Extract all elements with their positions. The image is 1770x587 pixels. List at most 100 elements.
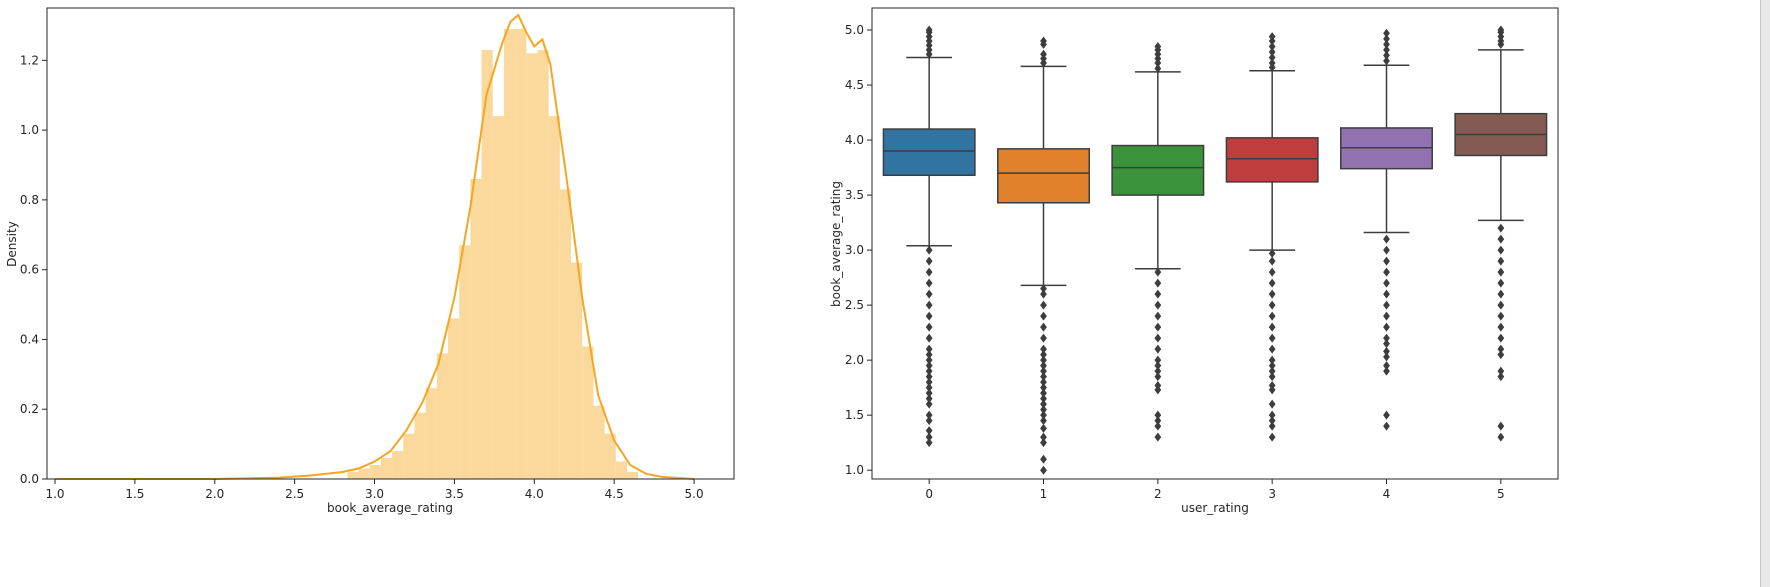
y-tick-label: 0.6 <box>20 263 39 277</box>
outlier-point <box>925 245 933 255</box>
histogram-bar <box>436 353 449 479</box>
y-tick-label: 2.0 <box>845 353 864 367</box>
outlier-point <box>1268 355 1276 365</box>
y-tick-label: 1.0 <box>845 463 864 477</box>
outlier-point <box>1497 278 1505 288</box>
outlier-point <box>1040 355 1047 365</box>
y-tick-label: 0.8 <box>20 193 39 207</box>
box-iqr <box>1111 144 1205 196</box>
outlier-point <box>1268 289 1276 299</box>
outlier-point <box>1268 58 1276 68</box>
outlier-point <box>925 416 933 426</box>
outlier-point <box>1383 346 1390 356</box>
outlier-point <box>1268 380 1276 390</box>
box-iqr <box>882 128 976 177</box>
outlier-point <box>1497 350 1505 360</box>
outlier-point <box>1268 432 1276 442</box>
outlier-point <box>925 311 933 321</box>
outlier-point <box>925 410 933 420</box>
outlier-point <box>1268 416 1276 426</box>
outlier-point <box>1268 47 1276 57</box>
outlier-point <box>1154 410 1162 420</box>
histogram-bar <box>481 49 493 479</box>
y-tick-label: 2.5 <box>845 298 864 312</box>
outlier-point <box>1497 366 1505 376</box>
outlier-point <box>925 278 933 288</box>
histogram-bar <box>459 245 471 479</box>
outlier-point <box>925 267 933 277</box>
outlier-point <box>1383 34 1390 44</box>
outlier-point <box>1383 50 1390 60</box>
outlier-point <box>1497 333 1505 343</box>
y-tick-label: 0.2 <box>20 402 39 416</box>
outlier-point <box>925 300 933 310</box>
histogram-bar <box>548 116 560 480</box>
outlier-point <box>925 361 933 371</box>
boxplot-chart: 0 1 2 3 4 5 1.0 1.5 2.0 2.5 3.0 3.5 4.0 4.5 5.0 user_… <box>829 7 1559 515</box>
outlier-point <box>1040 410 1047 420</box>
histogram-bar <box>492 116 504 480</box>
outlier-point <box>1268 399 1276 409</box>
outlier-point <box>925 25 933 35</box>
outlier-point <box>1040 361 1047 371</box>
outlier-point <box>1383 278 1390 288</box>
outlier-point <box>925 383 933 393</box>
x-tick-label: 1.5 <box>125 487 144 501</box>
y-axis-label: book_average_rating <box>829 181 843 307</box>
outlier-point <box>925 372 933 382</box>
outlier-point <box>1383 267 1390 277</box>
plot-frame <box>46 7 735 480</box>
outlier-point <box>925 355 933 365</box>
outlier-point <box>1154 366 1162 376</box>
y-tick-label: 4.5 <box>845 78 864 92</box>
outlier-point <box>1383 339 1390 349</box>
outlier-point <box>1154 355 1162 365</box>
outlier-point <box>1154 372 1162 382</box>
box-iqr <box>997 148 1090 204</box>
x-axis-ticks: 0 1 2 3 4 5 <box>925 479 1505 501</box>
outlier-point <box>1154 421 1162 431</box>
outlier-point <box>925 399 933 409</box>
histogram-bar <box>369 465 381 479</box>
x-axis-label: book_average_rating <box>327 501 453 515</box>
x-tick-label: 3 <box>1268 487 1276 501</box>
x-tick-label: 5.0 <box>685 487 704 501</box>
y-axis-ticks: 0.0 0.2 0.4 0.6 0.8 1.0 1.2 <box>20 53 47 486</box>
outlier-point <box>1383 245 1390 255</box>
outlier-point <box>1383 421 1390 431</box>
outlier-point <box>1154 380 1162 390</box>
y-tick-label: 3.0 <box>845 243 864 257</box>
outlier-point <box>1040 36 1047 46</box>
histogram-bar <box>403 433 415 479</box>
outlier-point <box>1268 366 1276 376</box>
outlier-point <box>1040 322 1047 332</box>
y-axis-label: Density <box>5 221 19 267</box>
outlier-point <box>1154 344 1162 354</box>
box-group-0 <box>882 25 976 448</box>
outlier-point <box>1268 333 1276 343</box>
outlier-point <box>1154 267 1162 277</box>
y-tick-label: 5.0 <box>845 23 864 37</box>
outlier-point <box>1383 234 1390 244</box>
outlier-point <box>1383 361 1390 371</box>
y-tick-label: 0.4 <box>20 332 39 346</box>
outlier-point <box>1040 454 1047 464</box>
outlier-point <box>1268 300 1276 310</box>
outlier-point <box>1040 300 1047 310</box>
outlier-point <box>925 344 933 354</box>
outlier-point <box>1040 416 1047 426</box>
outlier-point <box>1383 410 1390 420</box>
outlier-point <box>1268 53 1276 63</box>
y-tick-label: 1.0 <box>20 123 39 137</box>
outlier-point <box>1383 256 1390 266</box>
kde-curve <box>55 13 695 480</box>
histogram-bar <box>470 178 482 479</box>
outlier-point <box>1040 394 1047 404</box>
outlier-point <box>1154 64 1162 74</box>
x-tick-label: 5 <box>1497 487 1505 501</box>
outlier-point <box>925 366 933 376</box>
outlier-point <box>1268 248 1276 258</box>
outlier-point <box>1497 245 1505 255</box>
outlier-point <box>925 350 933 360</box>
